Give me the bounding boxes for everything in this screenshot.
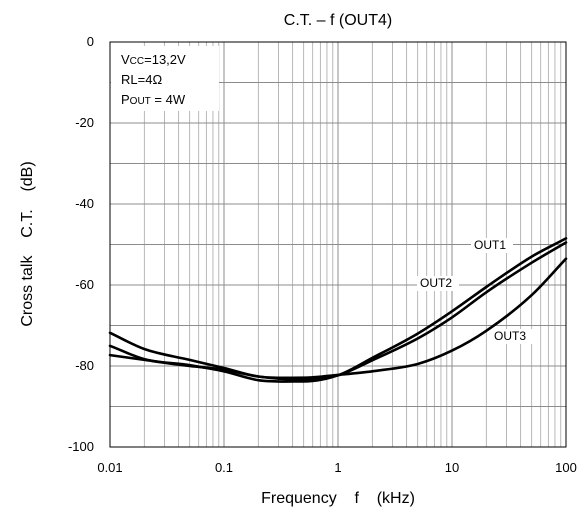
- series-label-out2: OUT2: [420, 276, 452, 290]
- series-labels: OUT1 OUT2 OUT3: [417, 238, 533, 344]
- x-tick-labels: 0.01 0.1 1 10 100: [97, 460, 577, 475]
- y-tick-label: -40: [75, 196, 94, 211]
- series-label-out3: OUT3: [494, 329, 526, 343]
- conditions-legend: VCC=13,2V RL=4Ω POUT = 4W: [121, 52, 186, 107]
- plot-frame: [109, 41, 567, 448]
- x-tick-label: 0.1: [215, 460, 233, 475]
- y-axis-label: Cross talk C.T. (dB): [19, 161, 36, 326]
- y-tick-labels: 0 -20 -40 -60 -80 -100: [68, 34, 94, 454]
- series-label-bg: [417, 276, 459, 291]
- y-tick-label: -80: [75, 358, 94, 373]
- y-tick-label: -100: [68, 439, 94, 454]
- x-tick-label: 100: [555, 460, 577, 475]
- series-line-out3: [108, 257, 568, 380]
- condition-line: RL=4Ω: [121, 72, 162, 87]
- x-tick-label: 1: [334, 460, 341, 475]
- series-label-bg: [471, 238, 513, 253]
- x-tick-label: 10: [445, 460, 459, 475]
- conditions-box: [111, 46, 219, 111]
- series-label-bg: [491, 329, 533, 344]
- x-axis-label: Frequency f (kHz): [261, 490, 415, 507]
- condition-line: VCC=13,2V: [121, 52, 186, 67]
- y-tick-label: -20: [75, 115, 94, 130]
- series-label-out1: OUT1: [474, 238, 506, 252]
- x-tick-label: 0.01: [97, 460, 122, 475]
- chart-title: C.T. – f (OUT4): [284, 12, 392, 29]
- condition-line: POUT = 4W: [121, 92, 186, 107]
- series-lines: [108, 237, 568, 383]
- y-tick-label: 0: [87, 34, 94, 49]
- y-tick-label: -60: [75, 277, 94, 292]
